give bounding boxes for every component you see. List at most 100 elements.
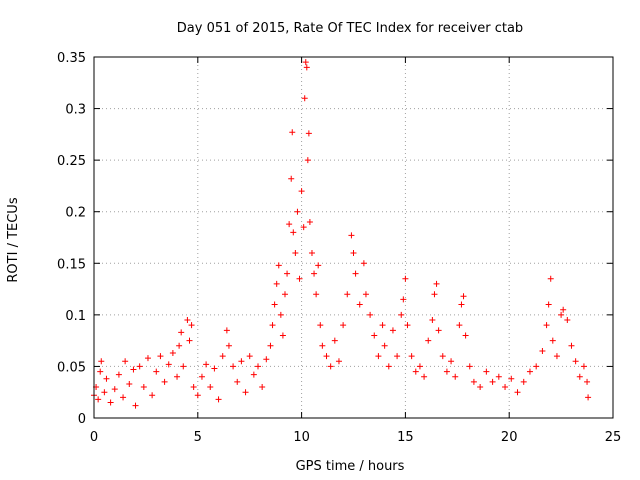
data-point: [273, 280, 280, 287]
data-point: [149, 392, 156, 399]
data-point: [136, 363, 143, 370]
data-point: [259, 384, 266, 391]
data-point: [111, 386, 118, 393]
data-point: [298, 188, 305, 195]
data-point: [103, 375, 110, 382]
data-point: [560, 306, 567, 313]
y-tick-label: 0.15: [57, 257, 86, 272]
data-point: [533, 363, 540, 370]
data-point: [335, 358, 342, 365]
data-point: [514, 389, 521, 396]
data-point: [290, 229, 297, 236]
data-point: [394, 353, 401, 360]
data-point: [95, 396, 102, 403]
data-point: [292, 249, 299, 256]
data-point: [362, 291, 369, 298]
data-point: [305, 130, 312, 137]
data-point: [225, 342, 232, 349]
data-point: [308, 249, 315, 256]
data-point: [549, 337, 556, 344]
data-point: [153, 368, 160, 375]
data-point: [178, 329, 185, 336]
data-point: [344, 291, 351, 298]
data-point: [294, 208, 301, 215]
data-point: [435, 327, 442, 334]
y-tick-label: 0: [78, 412, 86, 427]
data-point: [234, 378, 241, 385]
data-point: [184, 317, 191, 324]
data-point: [115, 371, 122, 378]
x-tick-label: 15: [397, 430, 414, 445]
data-point: [223, 327, 230, 334]
data-point: [402, 275, 409, 282]
data-point: [502, 384, 509, 391]
y-tick-label: 0.35: [57, 51, 86, 66]
data-point: [553, 353, 560, 360]
data-point: [371, 332, 378, 339]
data-point: [194, 392, 201, 399]
data-point: [564, 317, 571, 324]
data-point: [385, 363, 392, 370]
tick-labels: 0 5 10 15 20 25 0 0.05 0.1 0.15 0.2 0.25 0.3 0.35: [57, 51, 621, 445]
x-tick-label: 25: [605, 430, 622, 445]
data-point: [375, 353, 382, 360]
data-point: [219, 353, 226, 360]
data-point: [301, 95, 308, 102]
data-point: [188, 322, 195, 329]
data-point: [107, 399, 114, 406]
data-point: [157, 353, 164, 360]
data-point: [311, 270, 318, 277]
data-point: [356, 301, 363, 308]
data-point: [98, 358, 105, 365]
data-point: [289, 129, 296, 136]
data-point: [284, 270, 291, 277]
data-point: [190, 384, 197, 391]
data-point: [456, 322, 463, 329]
data-point: [238, 358, 245, 365]
y-tick-label: 0.05: [57, 360, 86, 375]
data-point: [161, 378, 168, 385]
data-point: [323, 353, 330, 360]
data-point: [296, 275, 303, 282]
data-point: [526, 368, 533, 375]
data-point: [304, 157, 311, 164]
data-point: [379, 322, 386, 329]
y-tick-label: 0.3: [65, 103, 86, 118]
data-point: [122, 358, 129, 365]
x-tick-label: 10: [293, 430, 310, 445]
data-point: [360, 260, 367, 267]
data-point: [439, 353, 446, 360]
data-point: [348, 232, 355, 239]
data-point: [398, 311, 405, 318]
data-point: [186, 337, 193, 344]
data-point: [585, 394, 592, 401]
x-tick-label: 0: [90, 430, 98, 445]
data-point: [230, 363, 237, 370]
data-point: [300, 224, 307, 231]
data-point: [306, 219, 313, 226]
data-point: [421, 373, 428, 380]
data-point: [572, 358, 579, 365]
data-point: [281, 291, 288, 298]
data-point: [140, 384, 147, 391]
data-point: [286, 221, 293, 228]
data-point: [269, 322, 276, 329]
data-point: [443, 368, 450, 375]
data-point: [466, 363, 473, 370]
data-point: [242, 389, 249, 396]
data-point: [132, 402, 139, 409]
data-point: [263, 356, 270, 363]
data-point: [448, 358, 455, 365]
data-point: [381, 342, 388, 349]
data-point: [558, 311, 565, 318]
data-point: [400, 296, 407, 303]
data-point: [279, 332, 286, 339]
data-point: [416, 363, 423, 370]
data-point: [539, 347, 546, 354]
y-tick-label: 0.2: [65, 206, 86, 221]
x-tick-label: 20: [501, 430, 518, 445]
data-point: [547, 275, 554, 282]
x-tick-label: 5: [194, 430, 202, 445]
